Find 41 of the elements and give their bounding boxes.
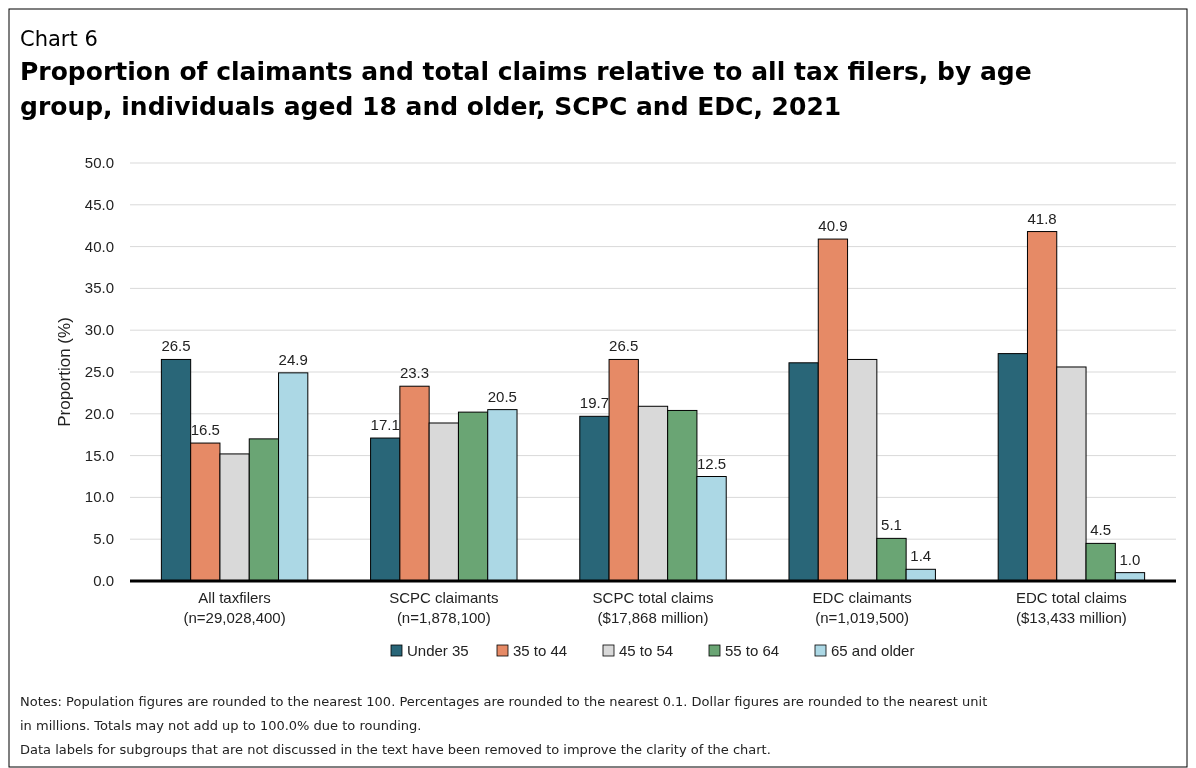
data-label: 5.1 xyxy=(881,516,902,534)
y-tick-label: 35.0 xyxy=(84,279,114,297)
y-tick-label: 45.0 xyxy=(84,195,114,213)
data-label: 26.5 xyxy=(161,337,191,355)
y-tick-label: 40.0 xyxy=(84,237,114,255)
data-label: 4.5 xyxy=(1090,521,1112,539)
data-label: 16.5 xyxy=(190,421,220,439)
x-tick-label: SCPC total claims ($17,868 million) xyxy=(592,589,714,626)
y-tick-label: 50.0 xyxy=(84,154,114,171)
y-tick-label: 20.0 xyxy=(84,404,114,422)
y-axis-title: Proportion (%) xyxy=(55,317,74,427)
data-label: 26.5 xyxy=(609,337,639,355)
chart-subtitle: Chart 6 xyxy=(20,27,98,51)
data-label: 40.9 xyxy=(818,217,848,235)
legend-label: 65 and older xyxy=(831,642,915,659)
text: Notes: Population figures are rounded to the nearest 100. Percentages are rounded to the nearest 0.1. Dollar figures are rounded to the nearest unit in millions. Totals may not add up to 100.0% due to rounding. xyxy=(20,694,988,733)
data-label: 19.7 xyxy=(579,394,610,412)
x-tick-label: SCPC claimants (n=1,878,100) xyxy=(389,589,499,626)
x-tick-label: EDC total claims ($13,433 million) xyxy=(1015,589,1127,626)
data-label: 23.3 xyxy=(399,364,430,382)
data-label: 1.4 xyxy=(910,547,932,565)
y-tick-label: 5.0 xyxy=(93,530,114,548)
text: Data labels for subgroups that are not discussed in the text have been removed to improve the clarity of the chart. xyxy=(20,742,771,757)
legend-label: 35 to 44 xyxy=(513,642,568,659)
x-tick-label: All taxfilers (n=29,028,400) xyxy=(183,589,286,626)
legend-label: 45 to 54 xyxy=(619,642,674,659)
data-label: 1.0 xyxy=(1119,550,1141,568)
data-label: 20.5 xyxy=(487,387,517,405)
data-label: 17.1 xyxy=(370,416,400,434)
data-label: 41.8 xyxy=(1027,209,1057,227)
legend-label: 55 to 64 xyxy=(725,642,780,659)
chart-title: Proportion of claimants and total claims relative to all tax filers, by age group, individuals aged 18 and older, SCPC and EDC, 2021 xyxy=(20,57,1032,121)
data-label: 24.9 xyxy=(278,350,308,368)
data-label: 12.5 xyxy=(696,454,727,472)
legend-label: Under 35 xyxy=(407,642,469,659)
y-tick-label: 15.0 xyxy=(84,446,114,464)
y-tick-label: 25.0 xyxy=(84,363,114,380)
y-tick-label: 10.0 xyxy=(84,488,114,506)
y-tick-label: 0.0 xyxy=(93,572,114,589)
y-tick-label: 30.0 xyxy=(84,321,114,339)
x-tick-label: EDC claimants (n=1,019,500) xyxy=(812,589,912,626)
